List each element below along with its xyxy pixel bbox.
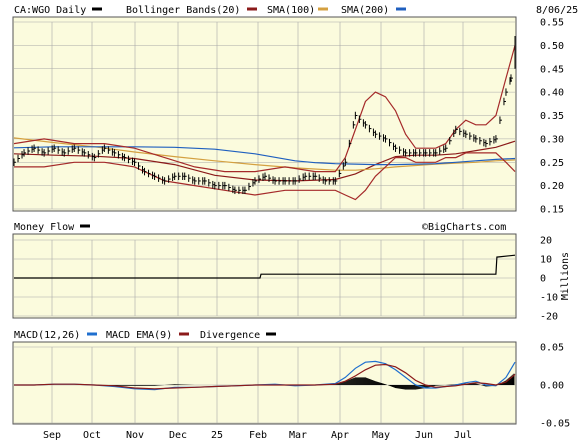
series-sma-200- [13,137,516,171]
money-flow-tick-label: 20 [540,236,552,247]
x-month-label: Apr [331,430,349,441]
price-tick-label: 0.45 [540,64,564,75]
price-y-axis: 0.15 0.20 0.25 0.30 0.35 0.40 0.45 0.50 0.55 [540,18,564,216]
money-flow-tick-label: 10 [540,255,552,266]
legend-sma100-label: SMA(100) [267,5,315,16]
divergence-legend-label: Divergence [200,330,260,341]
macd-y-axis: 0.05 0.00 -0.05 [540,343,570,430]
macd-lines [14,360,516,391]
macd-panel [12,341,517,425]
price-tick-label: 0.40 [540,88,564,99]
series-macd-ema [14,363,516,390]
price-tick-label: 0.20 [540,181,564,192]
header-date: 8/06/25 [536,5,578,16]
money-flow-tick-label: 0 [540,274,546,285]
x-month-label: Jul [454,430,472,441]
money-flow-tick-label: -10 [540,293,558,304]
price-tick-label: 0.15 [540,205,564,216]
price-tick-label: 0.55 [540,18,564,29]
x-month-label: Jun [415,430,433,441]
series-sma-100- [13,140,516,182]
x-month-label: Nov [126,430,144,441]
price-panel [12,16,517,212]
x-month-label: Dec [169,430,187,441]
series-blue [13,146,516,166]
series-macd [14,360,516,391]
price-tick-label: 0.30 [540,134,564,145]
money-flow-tick-label: -20 [540,312,558,323]
macd-tick-label: 0.00 [540,381,564,392]
x-month-label: Mar [289,430,307,441]
money-flow-y-axis: 20 10 0 -10 -20 [540,236,558,323]
macd-tick-label: -0.05 [540,419,570,430]
x-month-label: Feb [249,430,267,441]
x-month-label: 25 [211,430,223,441]
x-axis-months: Sep Oct Nov Dec 25 Feb Mar Apr May Jun Jul [43,430,472,441]
price-tick-label: 0.35 [540,111,564,122]
symbol-label: CA:WGO Daily [14,5,86,16]
header-legend: CA:WGO Daily Bollinger Bands(20) SMA(100… [14,5,578,16]
money-flow-unit-label: Millions [560,252,571,300]
series-money-flow [14,254,516,279]
legend-bollinger-label: Bollinger Bands(20) [126,5,240,16]
macd-legend: MACD(12,26) MACD EMA(9) Divergence [14,330,276,341]
money-flow-title: Money Flow [14,222,75,233]
price-tick-label: 0.25 [540,158,564,169]
x-month-label: Sep [43,430,61,441]
series-bollinger-upper [13,45,516,173]
price-tick-label: 0.50 [540,41,564,52]
price-grid [14,21,515,210]
watermark: ©BigCharts.com [422,222,506,233]
price-lines [13,36,516,201]
macd-tick-label: 0.05 [540,343,564,354]
money-flow-panel [12,233,517,319]
legend-sma200-label: SMA(200) [341,5,389,16]
macd-legend-label: MACD(12,26) [14,330,80,341]
x-month-label: Oct [83,430,101,441]
x-month-label: May [372,430,390,441]
macd-ema-legend-label: MACD EMA(9) [106,330,172,341]
money-flow-lines [14,254,516,279]
